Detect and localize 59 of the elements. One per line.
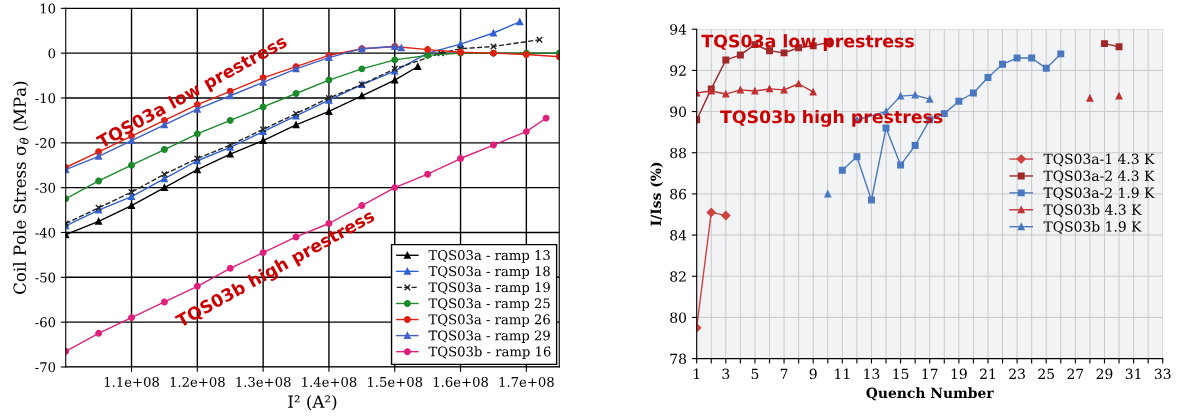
y-tick-label: -60 <box>35 317 56 328</box>
x-tick-label: 1.6e+08 <box>433 376 488 387</box>
x-tick-label: 1.7e+08 <box>499 376 554 387</box>
x-tick-label: 1.2e+08 <box>170 376 225 387</box>
y-axis-title: Coil Pole Stress σ$_{θ}$ (MPa) <box>13 81 29 294</box>
y-tick-label: -20 <box>35 138 56 149</box>
y-tick-label: 94 <box>670 24 687 35</box>
legend-label: TQS03a - ramp 26 <box>428 314 550 327</box>
legend-label: TQS03a - ramp 25 <box>428 298 550 311</box>
x-tick-label: 17 <box>922 368 938 379</box>
x-tick-label: 27 <box>1067 368 1084 379</box>
x-tick-label: 5 <box>751 368 759 380</box>
annotation: TQS03a low prestress <box>701 34 914 51</box>
x-tick-label: 1.3e+08 <box>236 376 291 387</box>
x-axis-title: Quench Number <box>866 387 994 401</box>
y-tick-label: -30 <box>35 182 56 193</box>
x-axis-title: I² (A²) <box>288 395 337 411</box>
legend-label: TQS03a-1 4.3 K <box>1043 153 1155 167</box>
x-tick-label: 7 <box>780 368 788 379</box>
x-tick-label: 13 <box>864 368 880 380</box>
x-tick-label: 21 <box>980 368 995 379</box>
x-tick-label: 31 <box>1125 368 1141 380</box>
x-tick-label: 19 <box>951 368 967 380</box>
y-axis-title: I/Iss (%) <box>650 162 664 226</box>
x-tick-label: 1.1e+08 <box>104 376 159 387</box>
y-tick-label: 86 <box>670 188 687 200</box>
x-tick-label: 29 <box>1096 368 1113 380</box>
legend-label: TQS03a - ramp 18 <box>428 266 550 279</box>
x-tick-label: 1.4e+08 <box>302 376 357 387</box>
x-tick-label: 11 <box>835 368 850 379</box>
y-tick-label: 82 <box>670 271 686 282</box>
y-tick-label: 84 <box>670 230 687 241</box>
y-tick-label: 10 <box>40 3 56 14</box>
legend-label: TQS03b - ramp 16 <box>428 346 551 360</box>
y-tick-label: -10 <box>35 93 56 104</box>
x-tick-label: 3 <box>722 368 730 380</box>
legend-label: TQS03a - ramp 29 <box>428 330 550 343</box>
x-tick-label: 23 <box>1009 368 1025 380</box>
x-tick-label: 25 <box>1038 368 1054 380</box>
x-tick-label: 1.5e+08 <box>368 376 423 387</box>
legend-label: TQS03a - ramp 19 <box>428 282 550 295</box>
x-tick-label: 9 <box>809 368 817 380</box>
x-tick-label: 33 <box>1154 368 1171 380</box>
y-tick-label: 88 <box>670 147 687 159</box>
y-tick-label: 92 <box>670 65 686 76</box>
x-tick-label: 15 <box>893 368 909 380</box>
x-tick-label: 1 <box>693 368 700 379</box>
y-tick-label: 0 <box>48 48 56 59</box>
legend-label: TQS03a-2 1.9 K <box>1043 187 1155 200</box>
y-tick-label: -40 <box>35 227 56 238</box>
legend-label: TQS03a - ramp 13 <box>428 250 550 263</box>
y-tick-label: -50 <box>35 272 56 283</box>
y-tick-label: 78 <box>670 353 687 365</box>
y-tick-label: 90 <box>670 106 687 118</box>
legend-label: TQS03b 4.3 K <box>1043 204 1142 217</box>
y-tick-label: 80 <box>670 312 687 323</box>
y-tick-label: -70 <box>35 362 56 373</box>
legend-label: TQS03b 1.9 K <box>1043 221 1142 234</box>
legend-label: TQS03a-2 4.3 K <box>1043 170 1155 184</box>
